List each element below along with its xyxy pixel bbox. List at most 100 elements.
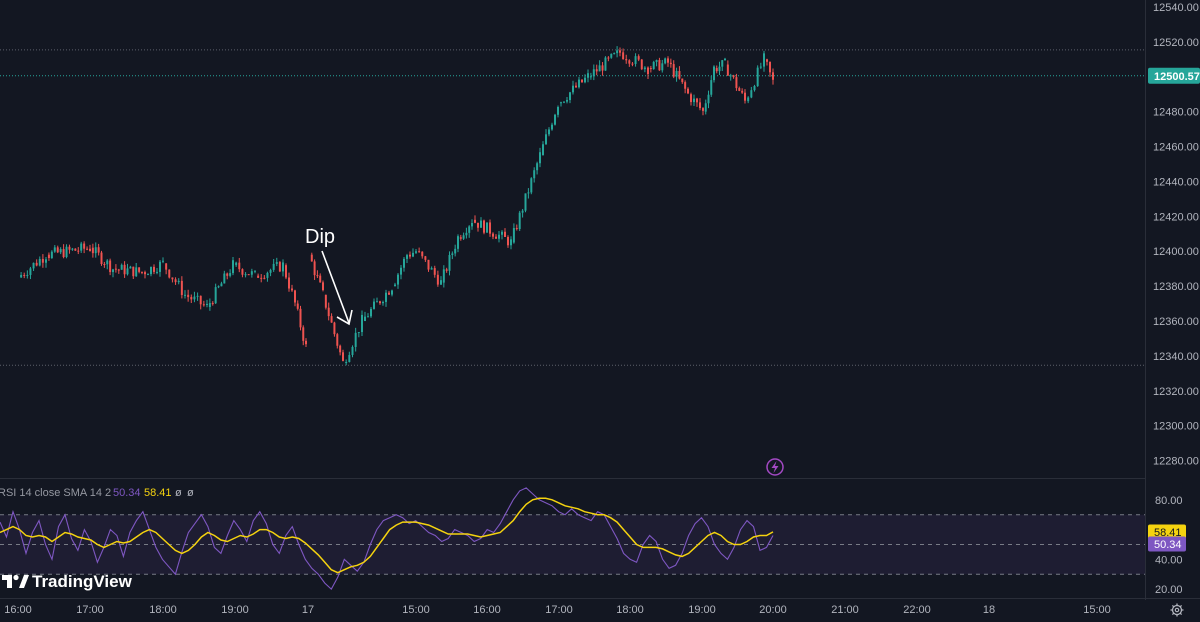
price-candle[interactable] xyxy=(649,68,652,70)
price-candle[interactable] xyxy=(345,361,348,363)
price-candle[interactable] xyxy=(607,57,610,59)
price-candle[interactable] xyxy=(616,50,619,54)
price-candle[interactable] xyxy=(421,251,424,257)
price-candle[interactable] xyxy=(275,262,278,264)
price-candle[interactable] xyxy=(103,264,106,266)
price-candle[interactable] xyxy=(235,262,238,266)
price-candle[interactable] xyxy=(527,192,530,194)
price-candle[interactable] xyxy=(631,63,634,65)
price-candle[interactable] xyxy=(83,243,86,249)
price-candle[interactable] xyxy=(56,247,59,253)
price-candle[interactable] xyxy=(655,60,658,62)
price-candle[interactable] xyxy=(533,170,536,179)
price-candle[interactable] xyxy=(388,292,390,295)
price-candle[interactable] xyxy=(153,266,155,272)
price-candle[interactable] xyxy=(409,254,411,257)
price-candle[interactable] xyxy=(495,236,497,239)
price-candle[interactable] xyxy=(285,265,287,278)
price-candle[interactable] xyxy=(637,56,640,60)
price-candle[interactable] xyxy=(206,303,208,305)
price-candle[interactable] xyxy=(382,301,384,304)
price-candle[interactable] xyxy=(640,59,643,70)
price-candle[interactable] xyxy=(391,290,393,295)
price-candle[interactable] xyxy=(510,239,512,246)
price-candle[interactable] xyxy=(702,108,704,111)
price-candle[interactable] xyxy=(687,88,689,94)
price-candle[interactable] xyxy=(150,266,152,275)
rsi-legend[interactable]: RSI 14 close SMA 14 2 50.34 58.41 ø ø xyxy=(0,487,194,499)
price-candles[interactable] xyxy=(20,46,774,366)
price-candle[interactable] xyxy=(126,268,129,275)
price-candle[interactable] xyxy=(53,247,56,252)
price-candle[interactable] xyxy=(661,63,664,71)
price-candle[interactable] xyxy=(424,256,427,260)
price-candle[interactable] xyxy=(747,97,750,102)
price-axis[interactable]: 12520.0012500.0012480.0012460.0012440.00… xyxy=(1148,2,1200,468)
price-candle[interactable] xyxy=(379,301,381,304)
price-candle[interactable] xyxy=(566,100,568,102)
price-candle[interactable] xyxy=(530,178,533,193)
price-candle[interactable] xyxy=(385,292,387,302)
price-candle[interactable] xyxy=(89,248,91,251)
price-candle[interactable] xyxy=(168,269,171,278)
price-candle[interactable] xyxy=(592,69,595,77)
price-candle[interactable] xyxy=(672,64,675,77)
tradingview-logo[interactable]: TradingView xyxy=(2,572,133,591)
price-candle[interactable] xyxy=(177,280,180,283)
price-candle[interactable] xyxy=(354,332,357,347)
price-candle[interactable] xyxy=(238,262,241,270)
price-candle[interactable] xyxy=(560,102,562,104)
price-candle[interactable] xyxy=(690,94,692,103)
price-pane[interactable] xyxy=(0,46,1145,366)
price-candle[interactable] xyxy=(492,233,494,237)
price-candle[interactable] xyxy=(220,283,223,287)
price-candle[interactable] xyxy=(394,284,396,287)
rsi-pane[interactable] xyxy=(0,487,1145,590)
price-candle[interactable] xyxy=(763,53,765,67)
price-candle[interactable] xyxy=(769,61,771,73)
gear-icon[interactable] xyxy=(1170,603,1184,617)
last-price-badge[interactable] xyxy=(1148,67,1200,84)
price-candle[interactable] xyxy=(724,58,726,61)
price-candle[interactable] xyxy=(403,258,405,268)
price-candle[interactable] xyxy=(430,268,433,270)
price-candle[interactable] xyxy=(190,297,193,300)
price-candle[interactable] xyxy=(370,308,372,317)
price-candle[interactable] xyxy=(294,290,296,303)
price-candle[interactable] xyxy=(433,268,436,275)
price-candle[interactable] xyxy=(106,260,109,265)
price-candle[interactable] xyxy=(199,295,202,305)
price-candle[interactable] xyxy=(138,267,141,272)
price-candle[interactable] xyxy=(156,271,158,273)
price-candle[interactable] xyxy=(699,102,701,109)
price-candle[interactable] xyxy=(322,282,324,291)
price-candle[interactable] xyxy=(678,71,681,79)
price-candle[interactable] xyxy=(442,269,445,283)
price-candle[interactable] xyxy=(71,248,74,250)
price-candle[interactable] xyxy=(613,53,616,55)
price-candle[interactable] xyxy=(397,274,399,285)
price-candle[interactable] xyxy=(23,274,26,276)
price-candle[interactable] xyxy=(483,220,485,233)
price-candle[interactable] xyxy=(272,263,275,270)
price-candle[interactable] xyxy=(62,249,65,258)
price-candle[interactable] xyxy=(415,251,417,253)
price-candle[interactable] xyxy=(684,82,687,89)
price-candle[interactable] xyxy=(211,303,214,305)
price-candle[interactable] xyxy=(628,60,631,64)
price-candle[interactable] xyxy=(545,134,547,145)
price-candle[interactable] xyxy=(174,279,177,283)
price-candle[interactable] xyxy=(112,269,114,273)
price-candle[interactable] xyxy=(336,334,339,346)
price-candle[interactable] xyxy=(244,274,247,276)
price-candle[interactable] xyxy=(114,268,117,270)
price-candle[interactable] xyxy=(291,288,293,291)
price-candle[interactable] xyxy=(598,65,601,72)
price-candle[interactable] xyxy=(376,301,378,303)
price-candle[interactable] xyxy=(226,273,229,276)
price-candle[interactable] xyxy=(575,85,577,88)
price-candle[interactable] xyxy=(94,247,97,254)
price-candle[interactable] xyxy=(77,250,80,252)
